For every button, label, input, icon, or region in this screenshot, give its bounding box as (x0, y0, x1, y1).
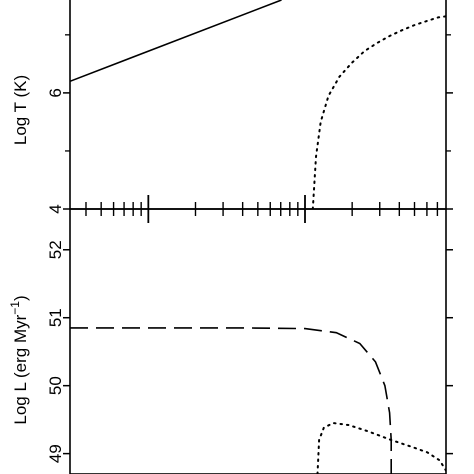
panel-0-frame (69, 0, 447, 210)
panel-1-series-dotted-line (316, 421, 446, 474)
panel-0-y-tick-label: 6 (46, 88, 65, 97)
top-panel: Log T (K) 4 6 (11, 0, 453, 223)
bottom-y-axis-label-main: Log L (erg Myr (11, 314, 30, 424)
bottom-y-axis-label-sup: −1 (8, 301, 22, 315)
top-y-axis-label: Log T (K) (11, 75, 30, 145)
panel-1-y-tick-label: 49 (46, 444, 65, 463)
panel-0-series-solid-line (70, 0, 282, 83)
panel-1-y-tick-label: 51 (46, 308, 65, 327)
panel-0-y-tick-label: 4 (46, 204, 65, 213)
panel-1-y-tick-label: 52 (46, 240, 65, 259)
bottom-panel: Log L (erg Myr−1) 49 50 51 52 (8, 208, 453, 474)
panel-1-y-tick-label: 50 (46, 376, 65, 395)
bottom-y-axis-label: Log L (erg Myr−1) (8, 295, 30, 424)
panel-1-frame (69, 208, 447, 474)
panel-0-series-dotted-line (311, 15, 446, 209)
panel-1-series-dashed-line (70, 327, 392, 474)
bottom-y-axis-label-close: ) (11, 295, 30, 301)
